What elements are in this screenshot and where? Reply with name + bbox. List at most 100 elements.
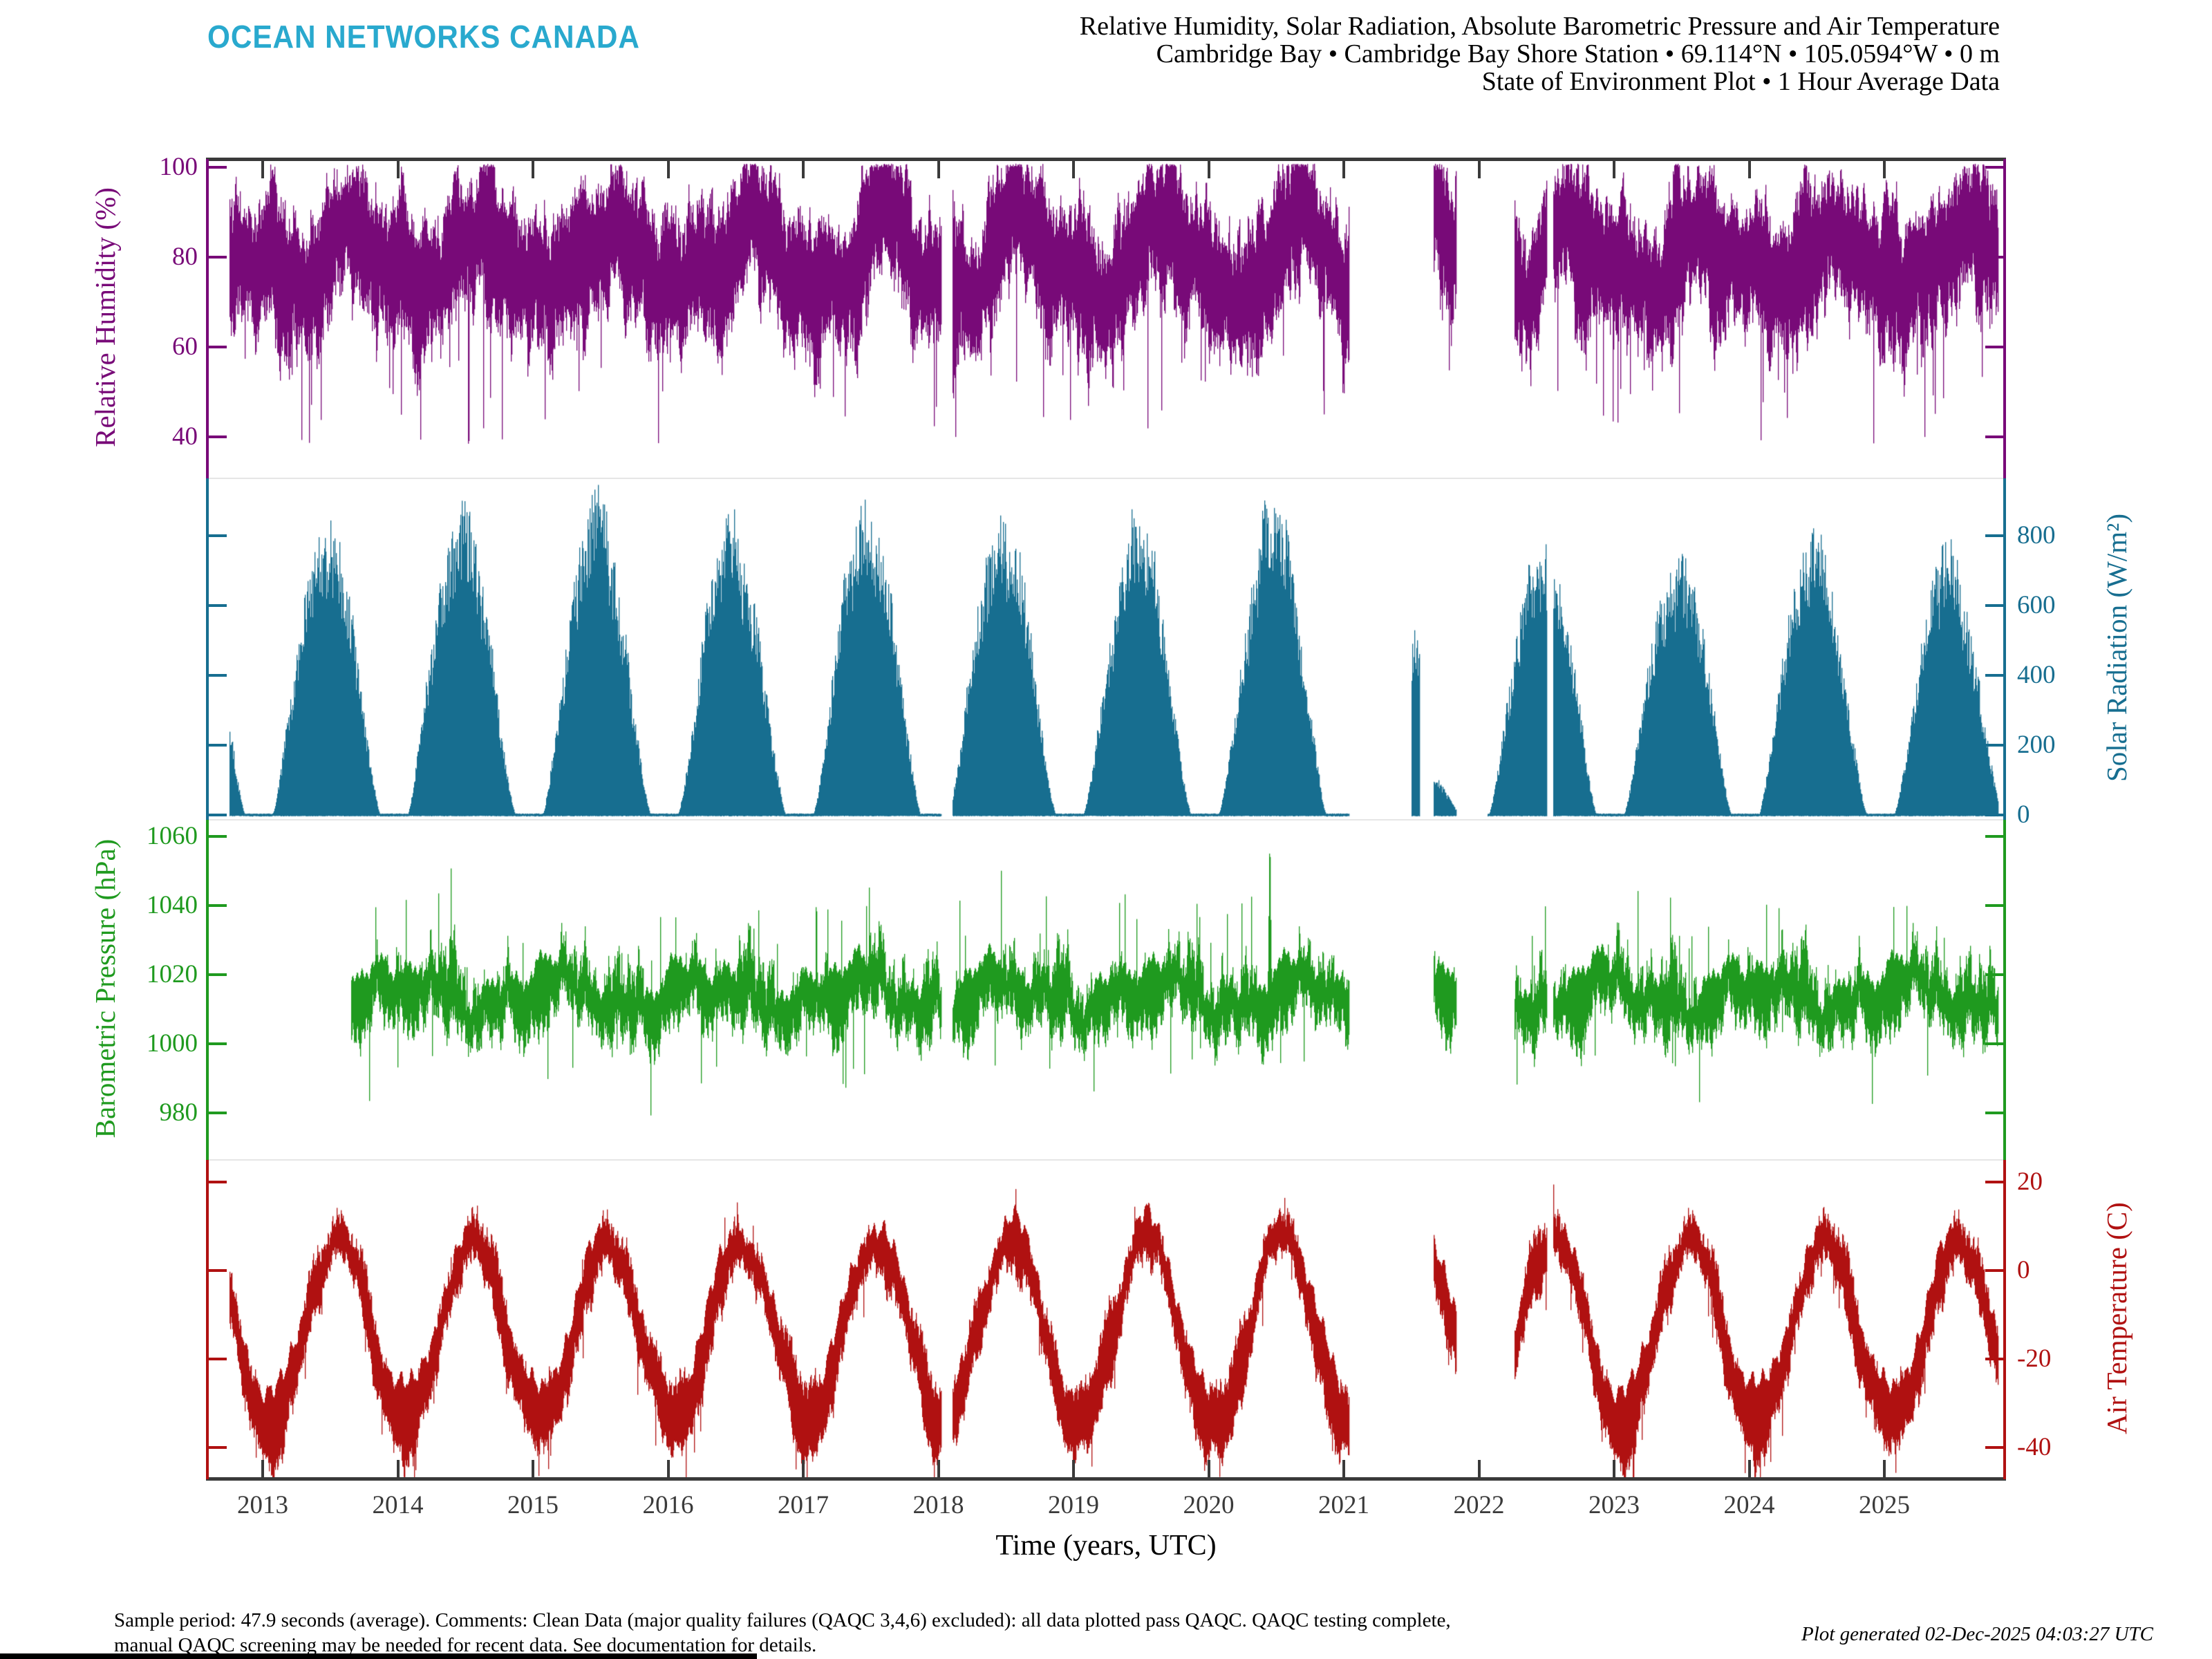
y-tick-label-pressure: 980 [159, 1098, 198, 1127]
x-year-label: 2021 [1318, 1491, 1369, 1519]
y-tick-label-solar: 600 [2017, 591, 2056, 619]
x-tick-top [802, 160, 805, 178]
y-tick [1985, 1358, 2003, 1360]
x-tick-top [261, 160, 264, 178]
x-tick-bottom [1207, 1460, 1210, 1478]
x-year-label: 2014 [372, 1491, 424, 1519]
y-spine-left-temperature [206, 1160, 209, 1479]
x-tick-bottom [396, 1460, 400, 1478]
x-tick-top [1613, 160, 1615, 178]
y-tick [1985, 1181, 2003, 1183]
y-tick [1985, 1042, 2003, 1045]
x-tick-bottom [532, 1460, 534, 1478]
x-tick-top [1747, 160, 1751, 178]
y-tick [209, 604, 227, 607]
x-tick-bottom [1747, 1460, 1751, 1478]
y-tick-label-humidity: 60 [172, 332, 198, 361]
y-tick [209, 1446, 227, 1449]
y-tick [209, 814, 227, 816]
x-tick-top [1342, 160, 1345, 178]
y-tick [1985, 166, 2003, 169]
y-tick-label-humidity: 40 [172, 422, 198, 451]
x-tick-bottom [666, 1460, 670, 1478]
panel-separator [207, 1159, 2005, 1161]
x-year-label: 2019 [1048, 1491, 1099, 1519]
x-tick-top [532, 160, 534, 178]
x-year-label: 2018 [912, 1491, 964, 1519]
footer-comment-line-1: Sample period: 47.9 seconds (average). C… [114, 1609, 1451, 1631]
y-spine-left-humidity [206, 159, 209, 478]
x-tick-top [396, 160, 400, 178]
y-tick [209, 1042, 227, 1045]
y-tick [1985, 435, 2003, 438]
panel-separator [207, 478, 2005, 479]
y-tick-label-solar: 800 [2017, 521, 2056, 550]
y-tick-label-temperature: -20 [2017, 1344, 2052, 1373]
y-tick [209, 744, 227, 747]
y-tick [1985, 744, 2003, 747]
x-year-label: 2017 [778, 1491, 829, 1519]
y-spine-right-pressure [2003, 820, 2006, 1160]
x-year-label: 2013 [237, 1491, 288, 1519]
y-tick [209, 166, 227, 169]
y-tick-label-humidity: 80 [172, 243, 198, 271]
y-tick [209, 973, 227, 976]
x-tick-bottom [1613, 1460, 1615, 1478]
y-tick [209, 534, 227, 537]
x-tick-bottom [1883, 1460, 1886, 1478]
axis-title-solar-radiation: Solar Radiation (W/m²) [2101, 513, 2133, 782]
y-tick [209, 1269, 227, 1272]
x-tick-top [1207, 160, 1210, 178]
y-tick [1985, 674, 2003, 677]
y-tick-label-humidity: 100 [159, 153, 198, 181]
y-tick [1985, 346, 2003, 348]
y-tick-label-temperature: 20 [2017, 1168, 2043, 1196]
x-tick-top [1477, 160, 1481, 178]
y-tick [209, 1358, 227, 1360]
x-year-label: 2015 [507, 1491, 559, 1519]
x-axis-label: Time (years, UTC) [995, 1530, 1217, 1562]
x-tick-bottom [937, 1460, 940, 1478]
y-tick [209, 1181, 227, 1183]
y-tick [1985, 1269, 2003, 1272]
x-tick-bottom [261, 1460, 264, 1478]
y-tick [1985, 904, 2003, 907]
y-tick-label-pressure: 1000 [147, 1029, 198, 1058]
footer-comment-line-2: manual QAQC screening may be needed for … [114, 1634, 817, 1656]
panel-separator [207, 819, 2005, 821]
y-tick [209, 1112, 227, 1114]
x-tick-bottom [1072, 1460, 1075, 1478]
x-tick-top [1072, 160, 1075, 178]
y-tick [209, 256, 227, 259]
y-tick-label-temperature: 0 [2017, 1256, 2030, 1284]
x-year-label: 2023 [1588, 1491, 1640, 1519]
x-tick-bottom [1342, 1460, 1345, 1478]
y-tick [1985, 604, 2003, 607]
y-tick [1985, 1112, 2003, 1114]
x-year-label: 2025 [1859, 1491, 1910, 1519]
x-tick-top [1883, 160, 1886, 178]
y-tick-label-solar: 0 [2017, 800, 2030, 829]
axis-title-air-temperature: Air Temperature (C) [2101, 1202, 2133, 1434]
y-tick-label-pressure: 1040 [147, 891, 198, 919]
y-spine-left-pressure [206, 820, 209, 1160]
y-tick [1985, 534, 2003, 537]
y-tick-label-temperature: -40 [2017, 1433, 2052, 1461]
y-tick [209, 346, 227, 348]
frame-bottom [206, 1477, 2006, 1481]
y-tick-label-solar: 200 [2017, 731, 2056, 759]
x-year-label: 2020 [1183, 1491, 1235, 1519]
y-tick [1985, 973, 2003, 976]
x-tick-top [937, 160, 940, 178]
x-year-label: 2016 [642, 1491, 694, 1519]
x-tick-top [666, 160, 670, 178]
y-tick [1985, 1446, 2003, 1449]
x-tick-bottom [802, 1460, 805, 1478]
y-tick [209, 835, 227, 838]
y-tick [1985, 256, 2003, 259]
axis-title-relative-humidity: Relative Humidity (%) [89, 187, 121, 447]
y-spine-right-humidity [2003, 159, 2006, 478]
x-year-label: 2022 [1453, 1491, 1505, 1519]
